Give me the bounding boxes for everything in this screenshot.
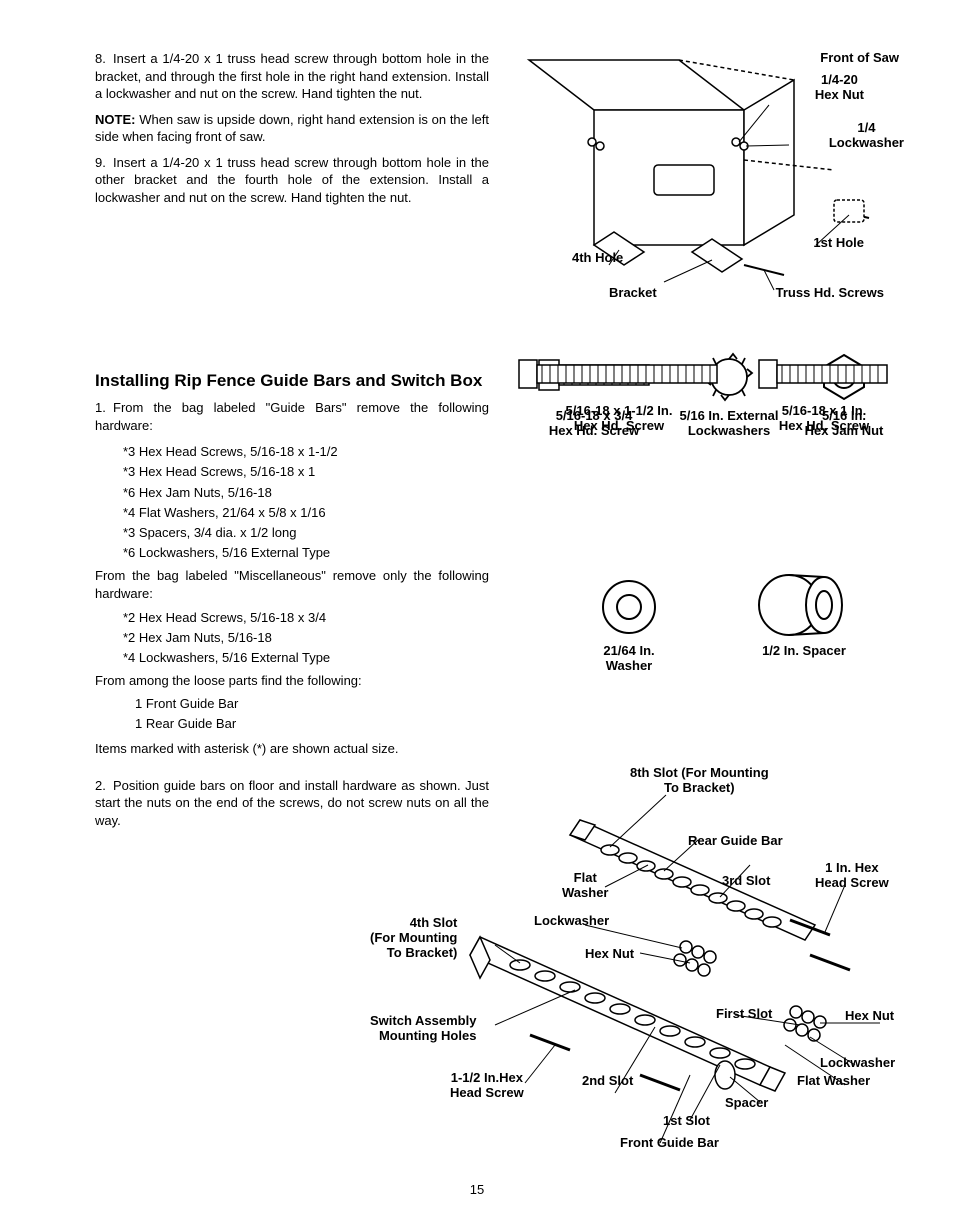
label-lockwasher-2: Lockwasher [820, 1055, 895, 1070]
label-1in-screw: 1 In. Hex Head Screw [815, 860, 889, 890]
page-number: 15 [0, 1182, 954, 1197]
misc-intro: From the bag labeled "Miscellaneous" rem… [95, 567, 489, 603]
label-hex-nut-1: Hex Nut [585, 946, 634, 961]
step-1: 1.From the bag labeled "Guide Bars" remo… [95, 399, 489, 434]
label-1st-slot: 1st Slot [663, 1113, 710, 1128]
label-flat-washer-2: Flat Washer [797, 1073, 870, 1088]
hardware-list-1: *3 Hex Head Screws, 5/16-18 x 1-1/2*3 He… [123, 442, 489, 563]
label-lockwasher: 1/4 Lockwasher [829, 120, 904, 150]
label-hex-screw-112: 5/16-18 x 1-1/2 In. Hex Hd. Screw [509, 404, 729, 434]
label-112-screw: 1-1/2 In.Hex Head Screw [450, 1070, 524, 1100]
figure-guide-bars: 8th Slot (For Mounting To Bracket) Rear … [370, 765, 900, 1165]
label-lockwasher-1: Lockwasher [534, 913, 609, 928]
label-hex-screw-1: 5/16-18 x 1 In. Hex Hd. Screw [749, 404, 899, 434]
label-hex-nut-2: Hex Nut [845, 1008, 894, 1023]
figure-saw-assembly: Front of Saw 1/4-20 Hex Nut 1/4 Lockwash… [514, 50, 894, 310]
label-spacer: Spacer [725, 1095, 768, 1110]
label-first-slot: First Slot [716, 1006, 772, 1021]
note: NOTE: When saw is upside down, right han… [95, 111, 489, 146]
asterisk-note: Items marked with asterisk (*) are shown… [95, 740, 489, 758]
figure-hardware: 5/16-18 x 3/4 Hex Hd. Screw 5/16 In. Ext… [514, 350, 894, 690]
label-flat-washer: Flat Washer [562, 870, 608, 900]
label-first-hole: 1st Hole [813, 235, 864, 250]
label-truss-screws: Truss Hd. Screws [776, 285, 884, 300]
label-12-spacer: 1/2 In. Spacer [739, 644, 869, 659]
label-rear-bar: Rear Guide Bar [688, 833, 783, 848]
step-8: 8.Insert a 1/4-20 x 1 truss head screw t… [95, 50, 489, 103]
label-4th-slot: 4th Slot (For Mounting To Bracket) [370, 915, 457, 960]
label-2nd-slot: 2nd Slot [582, 1073, 633, 1088]
section-heading: Installing Rip Fence Guide Bars and Swit… [95, 370, 489, 391]
label-bracket: Bracket [609, 285, 657, 300]
label-switch-holes: Switch Assembly Mounting Holes [370, 1013, 476, 1043]
loose-intro: From among the loose parts find the foll… [95, 672, 489, 690]
label-8th-slot: 8th Slot (For Mounting To Bracket) [630, 765, 769, 795]
hardware-list-2: *2 Hex Head Screws, 5/16-18 x 3/4*2 Hex … [123, 608, 489, 668]
label-2164-washer: 21/64 In. Washer [569, 644, 689, 674]
label-hex-nut: 1/4-20 Hex Nut [815, 72, 864, 102]
hardware-list-3: 1 Front Guide Bar1 Rear Guide Bar [135, 694, 489, 734]
label-front-of-saw: Front of Saw [820, 50, 899, 65]
label-fourth-hole: 4th Hole [572, 250, 623, 265]
label-3rd-slot: 3rd Slot [722, 873, 770, 888]
label-front-bar: Front Guide Bar [620, 1135, 719, 1150]
step-9: 9.Insert a 1/4-20 x 1 truss head screw t… [95, 154, 489, 207]
